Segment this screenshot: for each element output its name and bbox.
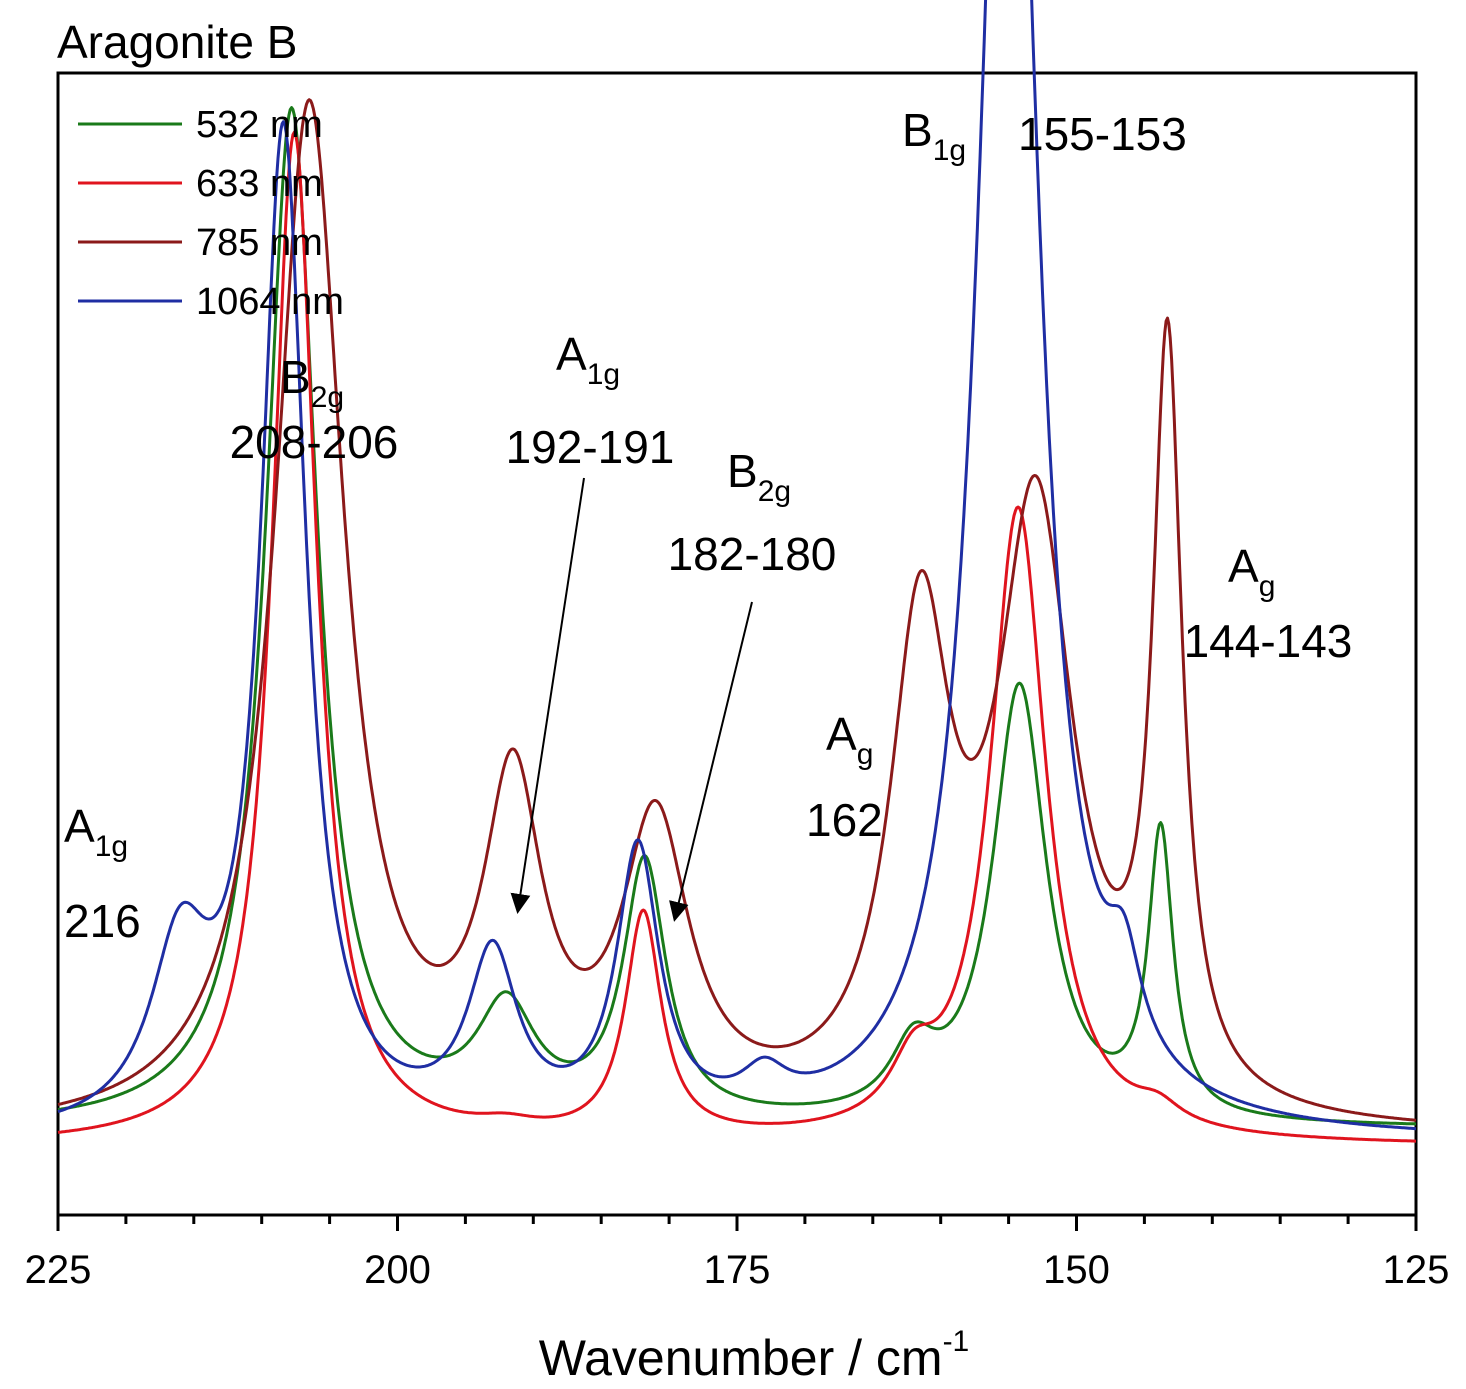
annotation-a1g-216: A1g 216 <box>64 800 141 947</box>
x-tick-label: 175 <box>704 1248 771 1292</box>
annotation-label: B2g <box>280 351 344 414</box>
annotation-a1g-192-191: A1g 192-191 <box>506 328 675 914</box>
x-tick-label: 125 <box>1383 1248 1450 1292</box>
legend-label: 1064 nm <box>196 281 344 323</box>
x-tick-label: 225 <box>25 1248 92 1292</box>
x-axis-label-text: Wavenumber / cm <box>539 1330 943 1386</box>
annotation-value: 216 <box>64 895 141 947</box>
annotation-b1g-155-153: B1g 155-153 <box>902 104 1187 167</box>
x-axis-label: Wavenumber / cm-1 <box>539 1325 970 1386</box>
annotation-label: A1g <box>64 800 128 863</box>
annotation-value: 144-143 <box>1184 615 1353 667</box>
annotation-arrow <box>669 601 753 922</box>
annotation-value: 192-191 <box>506 421 675 473</box>
series-line-1064-nm <box>57 0 1417 1131</box>
x-tick-label: 200 <box>364 1248 431 1292</box>
annotation-value: 162 <box>806 794 883 846</box>
x-axis: 225 200 175 150 125 <box>25 1215 1450 1292</box>
series-line-532-nm <box>57 106 1417 1126</box>
annotation-arrow <box>510 477 585 914</box>
annotation-label: Ag <box>826 708 873 771</box>
legend: 532 nm 633 nm 785 nm 1064 nm <box>78 104 344 323</box>
legend-label: 785 nm <box>196 222 323 264</box>
annotation-value: 208-206 <box>230 416 399 468</box>
series-line-785-nm <box>57 98 1417 1122</box>
annotation-label: B1g <box>902 104 966 167</box>
series-layer <box>57 0 1417 1143</box>
x-axis-label-exponent: -1 <box>943 1325 970 1358</box>
annotation-value: 182-180 <box>668 528 837 580</box>
annotation-value: 155-153 <box>1018 108 1187 160</box>
annotation-ag-162: Ag 162 <box>806 708 883 846</box>
annotation-label: B2g <box>727 445 791 508</box>
annotation-label: Ag <box>1228 540 1275 603</box>
legend-label: 633 nm <box>196 163 323 205</box>
legend-label: 532 nm <box>196 104 323 146</box>
x-tick-label: 150 <box>1043 1248 1110 1292</box>
annotation-b2g-208-206: B2g 208-206 <box>230 351 399 468</box>
annotation-b2g-182-180: B2g 182-180 <box>668 445 837 922</box>
series-line-633-nm <box>57 130 1417 1143</box>
annotation-ag-144-143: Ag 144-143 <box>1184 540 1353 667</box>
chart-title: Aragonite B <box>57 16 297 68</box>
annotation-label: A1g <box>556 328 620 391</box>
